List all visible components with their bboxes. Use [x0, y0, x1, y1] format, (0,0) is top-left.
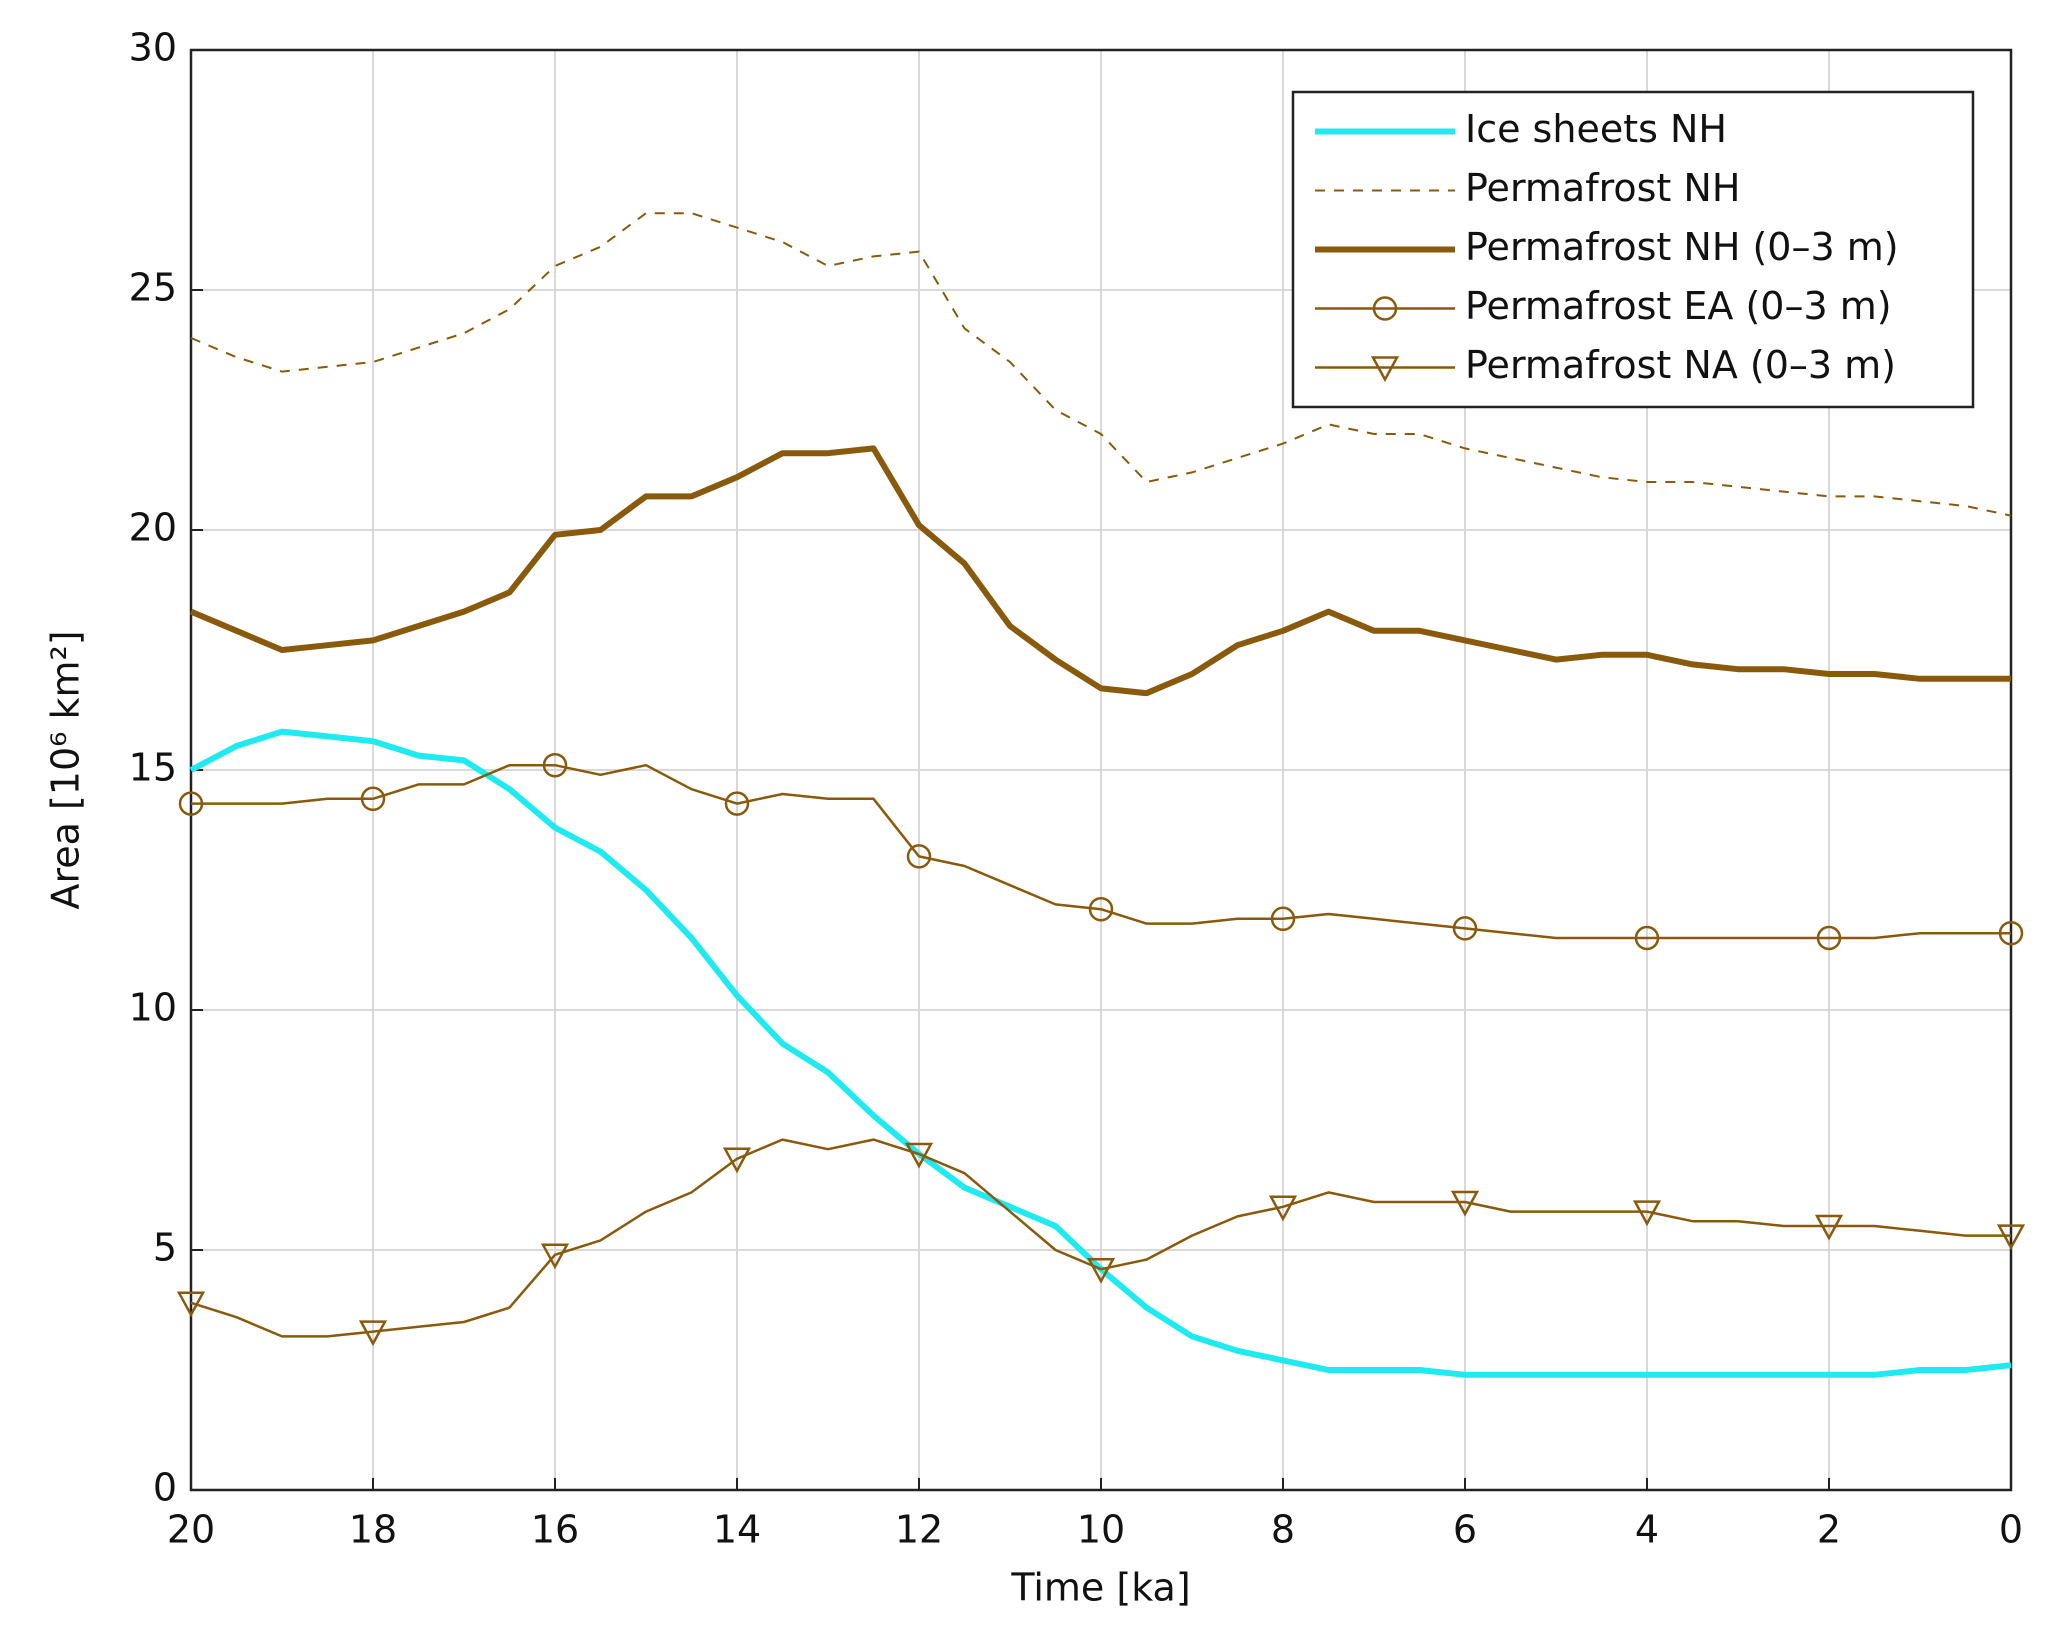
x-tick-label: 18	[349, 1508, 397, 1552]
marker	[358, 1320, 388, 1347]
legend-label: Permafrost NH	[1465, 166, 1740, 210]
marker	[906, 844, 932, 869]
x-tick-label: 8	[1271, 1508, 1295, 1552]
x-tick-label: 10	[1077, 1508, 1125, 1552]
legend: Ice sheets NH Permafrost NH Permafrost NH …	[1291, 90, 1975, 409]
y-tick-label: 5	[153, 1226, 177, 1270]
marker	[1450, 1190, 1480, 1217]
marker	[1268, 1195, 1298, 1222]
marker	[1088, 896, 1114, 922]
marker	[1372, 296, 1398, 321]
legend-label: Permafrost EA (0–3 m)	[1465, 284, 1892, 328]
x-axis-label: Time [ka]	[1010, 1566, 1190, 1610]
legend-label: Permafrost NH (0–3 m)	[1465, 225, 1899, 269]
x-tick-label: 0	[1999, 1508, 2023, 1552]
marker	[1632, 1200, 1662, 1227]
y-tick-label: 30	[129, 26, 177, 70]
x-tick-label: 4	[1635, 1508, 1659, 1552]
x-tick-label: 14	[713, 1508, 761, 1552]
x-tick-label: 16	[531, 1508, 579, 1552]
marker	[722, 1147, 752, 1174]
y-tick-label: 0	[153, 1466, 177, 1510]
marker	[1814, 1214, 1844, 1241]
marker	[724, 791, 750, 816]
marker	[1270, 906, 1296, 932]
marker	[904, 1142, 934, 1169]
marker	[1996, 1224, 2026, 1251]
y-tick-label: 15	[129, 746, 177, 790]
legend-label: Permafrost NA (0–3 m)	[1465, 343, 1896, 387]
series-line	[191, 763, 2011, 940]
marker	[542, 752, 568, 778]
marker	[176, 1291, 206, 1318]
x-tick-label: 2	[1817, 1508, 1841, 1552]
marker	[1998, 920, 2024, 946]
marker	[1086, 1257, 1116, 1284]
y-tick-label: 10	[129, 986, 177, 1030]
marker	[1634, 925, 1660, 951]
x-tick-label: 20	[167, 1508, 215, 1552]
marker	[360, 786, 386, 812]
marker	[1370, 356, 1400, 383]
series-line	[190, 1138, 2011, 1338]
x-tick-label: 12	[895, 1508, 943, 1552]
y-tick-label: 20	[129, 506, 177, 550]
legend-label: Ice sheets NH	[1465, 107, 1727, 151]
marker	[1816, 925, 1842, 951]
marker	[178, 791, 204, 816]
y-axis-label: Area [10⁶ km²]	[44, 630, 88, 909]
x-tick-label: 6	[1453, 1508, 1477, 1552]
series-line	[189, 445, 2011, 697]
series-line	[190, 212, 2012, 517]
marker	[540, 1243, 570, 1270]
y-tick-label: 25	[129, 266, 177, 310]
marker	[1452, 916, 1478, 941]
